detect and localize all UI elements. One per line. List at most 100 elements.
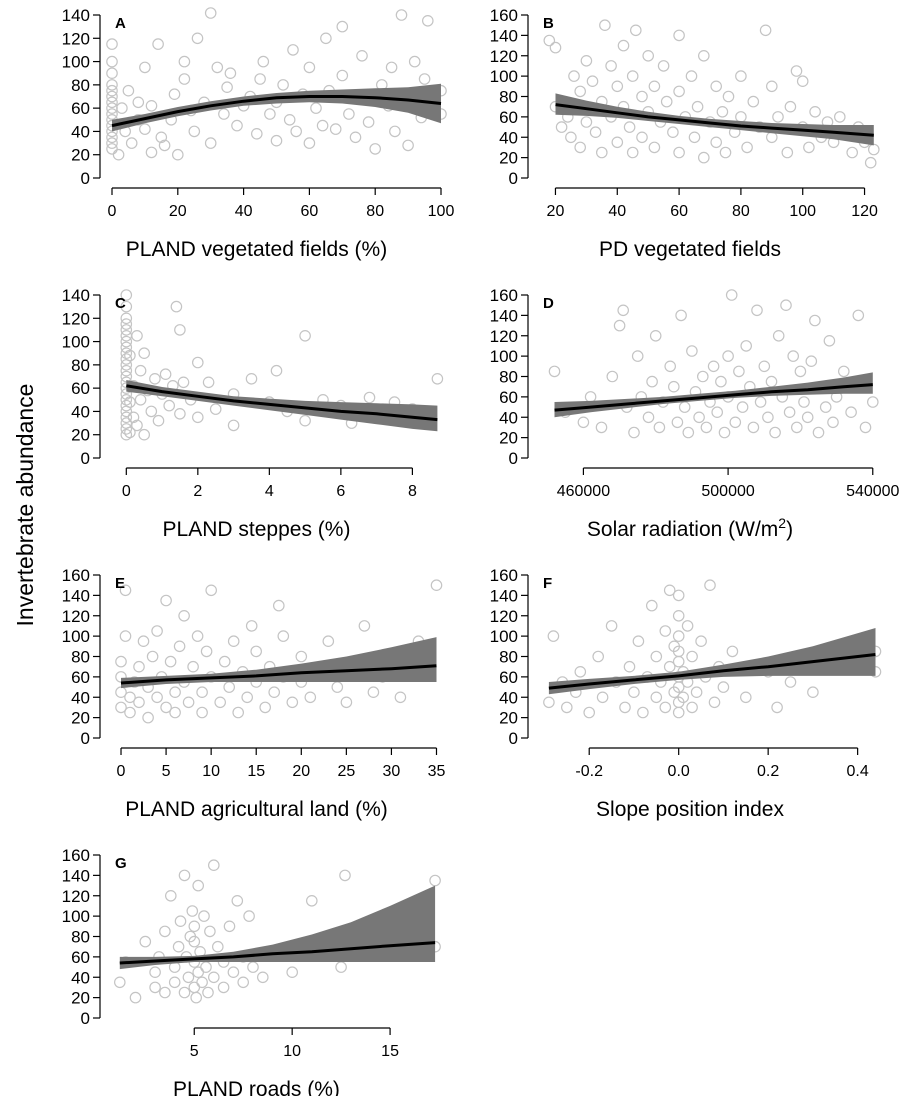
data-point xyxy=(783,406,796,418)
data-point xyxy=(697,151,710,164)
data-point xyxy=(592,650,604,663)
x-tick-label: 0 xyxy=(117,763,126,780)
y-tick-label: 0 xyxy=(509,169,518,188)
y-tick-label: 160 xyxy=(490,6,518,25)
data-point xyxy=(769,426,781,439)
data-point xyxy=(329,123,342,135)
data-point xyxy=(145,405,158,418)
x-axis-label: PD vegetated fields xyxy=(599,238,781,261)
data-point xyxy=(211,61,224,74)
y-tick-label: 100 xyxy=(490,627,518,646)
data-point xyxy=(369,143,381,155)
data-point xyxy=(202,986,214,999)
x-tick-label: 0 xyxy=(122,483,131,500)
data-point xyxy=(845,406,857,418)
data-point xyxy=(196,686,208,698)
data-point xyxy=(120,428,133,441)
y-tick-label: 0 xyxy=(81,449,90,468)
data-point xyxy=(580,54,593,67)
data-point xyxy=(859,421,872,434)
data-point xyxy=(555,121,568,133)
data-point xyxy=(268,686,280,698)
y-tick-label: 0 xyxy=(509,449,518,468)
data-point xyxy=(653,421,666,434)
data-point xyxy=(172,148,184,161)
data-point xyxy=(264,108,276,120)
data-point xyxy=(115,655,127,668)
data-point xyxy=(134,364,147,377)
data-point xyxy=(649,329,662,342)
panel-letter: D xyxy=(543,295,554,312)
data-point xyxy=(805,355,818,367)
data-point xyxy=(159,925,171,938)
data-point xyxy=(740,340,752,352)
data-point xyxy=(686,701,698,714)
data-point xyxy=(168,976,181,989)
data-point xyxy=(304,691,317,704)
y-tick-label: 60 xyxy=(71,99,90,118)
data-point xyxy=(693,411,705,424)
y-tick-label: 20 xyxy=(71,146,90,165)
data-point xyxy=(286,966,298,978)
x-tick-label: 0 xyxy=(108,203,117,220)
data-point xyxy=(247,961,259,973)
data-point xyxy=(188,125,201,138)
y-tick-label: 120 xyxy=(62,29,90,48)
data-point xyxy=(124,396,136,408)
data-point xyxy=(691,100,704,113)
data-point xyxy=(250,645,263,658)
data-point xyxy=(798,396,810,408)
data-point xyxy=(762,411,774,424)
data-point xyxy=(736,401,749,413)
data-point xyxy=(646,375,658,388)
fit-line xyxy=(119,941,436,965)
data-point xyxy=(685,70,698,82)
data-point xyxy=(682,426,695,439)
data-point xyxy=(151,625,163,637)
data-point xyxy=(170,300,183,313)
data-point xyxy=(733,365,745,378)
data-point xyxy=(672,706,685,719)
data-point xyxy=(787,350,799,362)
y-tick-label: 100 xyxy=(490,67,518,86)
confidence-band xyxy=(555,93,874,146)
data-point xyxy=(803,141,815,154)
data-point xyxy=(227,966,240,978)
data-point xyxy=(272,599,285,612)
fit-line xyxy=(120,664,437,685)
data-point xyxy=(190,991,202,1004)
fit-line xyxy=(548,653,876,690)
y-tick-label: 140 xyxy=(62,286,90,305)
data-point xyxy=(223,681,235,693)
data-point xyxy=(833,111,846,123)
data-point xyxy=(227,635,240,647)
y-tick-label: 120 xyxy=(62,887,90,906)
data-point xyxy=(129,991,142,1004)
y-tick-label: 140 xyxy=(490,306,518,325)
data-point xyxy=(243,910,255,922)
data-point xyxy=(660,95,673,108)
panel-letter: F xyxy=(543,575,552,592)
data-point xyxy=(595,421,608,434)
data-point xyxy=(151,691,163,704)
x-axis: 0 2 4 6 8 xyxy=(122,467,417,500)
x-axis: 0 5 10 15 20 25 30 35 xyxy=(117,747,445,780)
data-point xyxy=(340,696,353,709)
data-point xyxy=(577,416,590,429)
x-tick-label: 540000 xyxy=(846,483,899,500)
y-tick-label: 40 xyxy=(71,122,90,141)
x-tick-label: 30 xyxy=(383,763,401,780)
y-tick-label: 80 xyxy=(499,648,518,667)
y-tick-label: 20 xyxy=(71,426,90,445)
data-point xyxy=(124,349,136,362)
data-point xyxy=(257,55,270,68)
data-point xyxy=(725,289,738,301)
data-point xyxy=(120,324,133,336)
data-point xyxy=(120,399,133,412)
data-point xyxy=(106,67,118,79)
panel-letter: A xyxy=(115,15,126,32)
y-tick-label: 120 xyxy=(62,309,90,328)
y-tick-label: 160 xyxy=(62,566,90,585)
data-point xyxy=(717,681,730,693)
